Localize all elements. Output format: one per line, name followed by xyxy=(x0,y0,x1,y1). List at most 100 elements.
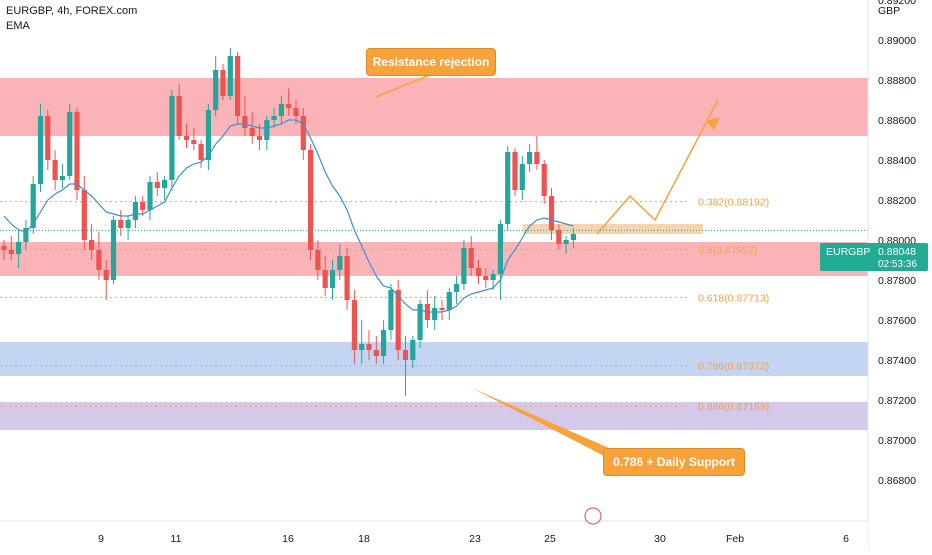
candle-body xyxy=(81,190,87,240)
price-tag-symbol: EURGBP xyxy=(826,246,871,258)
candle xyxy=(344,248,350,310)
candle-body xyxy=(176,96,182,136)
candle xyxy=(169,90,175,190)
symbol-title: EURGBP, 4h, FOREX.com xyxy=(6,5,138,17)
candle-body xyxy=(23,228,29,242)
candle-body xyxy=(541,164,547,196)
candle xyxy=(96,232,102,280)
x-tick-label: Feb xyxy=(726,533,744,545)
candle xyxy=(329,260,336,300)
candle xyxy=(8,236,14,260)
candle xyxy=(205,104,211,170)
zone-support xyxy=(0,402,868,430)
candle-body xyxy=(300,116,306,150)
candle-body xyxy=(512,152,518,190)
candle xyxy=(322,256,328,296)
candle xyxy=(242,96,248,136)
candle-body xyxy=(278,104,284,116)
candle xyxy=(519,156,525,200)
y-tick-label: 0.87600 xyxy=(878,315,916,327)
price-tag-countdown: 02:53:36 xyxy=(878,259,917,270)
candle xyxy=(505,146,511,230)
candle xyxy=(103,260,109,300)
candle xyxy=(534,136,540,170)
candle xyxy=(410,336,416,368)
y-tick-label: 0.89200 xyxy=(878,0,916,7)
candle-body xyxy=(308,150,314,250)
candle-body xyxy=(132,202,138,220)
resistance-pointer xyxy=(375,74,431,98)
candle xyxy=(140,196,146,216)
x-tick-label: 25 xyxy=(544,533,556,545)
candle-body xyxy=(264,120,270,140)
candle xyxy=(512,148,518,196)
candle xyxy=(439,300,445,320)
x-tick-label: 18 xyxy=(358,533,370,545)
candle xyxy=(468,236,474,276)
candle xyxy=(213,56,219,116)
candle-body xyxy=(74,112,80,190)
candle-body xyxy=(242,116,248,128)
fib-label: 0.5(0.87952) xyxy=(698,245,758,257)
candle xyxy=(527,144,533,172)
candle xyxy=(249,112,255,144)
zone-resistance xyxy=(0,78,868,136)
support-pointer xyxy=(472,388,618,460)
candle-body xyxy=(381,330,387,356)
support-callout[interactable]: 0.786 + Daily Support xyxy=(603,448,745,476)
y-tick-label: 0.87000 xyxy=(878,435,916,447)
candle-body xyxy=(16,242,22,254)
candle xyxy=(417,300,423,348)
candle xyxy=(147,176,153,220)
x-tick-label: 16 xyxy=(282,533,294,545)
candle xyxy=(497,220,503,300)
candle-body xyxy=(351,300,357,350)
candle-body xyxy=(446,292,452,310)
candle xyxy=(337,244,343,280)
candle xyxy=(454,276,460,304)
candle xyxy=(381,320,387,364)
candle xyxy=(118,210,124,236)
candle-body xyxy=(37,116,44,184)
candle-body xyxy=(286,104,292,108)
candle-body xyxy=(439,308,445,310)
projection-arrowhead xyxy=(706,117,720,130)
candle xyxy=(110,216,117,284)
candle-body xyxy=(410,340,416,360)
candle-body xyxy=(563,240,569,244)
candle-body xyxy=(483,276,489,280)
candle xyxy=(271,108,277,128)
y-tick-label: 0.88600 xyxy=(878,115,916,127)
candle-body xyxy=(45,116,51,160)
candle xyxy=(366,330,372,360)
candle xyxy=(548,188,555,240)
candle-body xyxy=(59,176,65,180)
candle-body xyxy=(527,152,533,164)
candle-body xyxy=(8,250,14,254)
x-tick-label: 23 xyxy=(469,533,481,545)
candle xyxy=(89,224,95,260)
candle xyxy=(541,160,547,204)
candle-body xyxy=(454,284,460,292)
fib-label: 0.382(0.88192) xyxy=(698,197,769,209)
candle-body xyxy=(293,108,299,116)
y-tick-label: 0.88400 xyxy=(878,155,916,167)
resistance-callout[interactable]: Resistance rejection xyxy=(366,48,496,76)
candle-body xyxy=(315,250,321,270)
candle-body xyxy=(505,152,511,224)
candle xyxy=(359,320,365,364)
time-axis-bg xyxy=(0,520,868,550)
x-tick-label: 30 xyxy=(654,533,666,545)
candle xyxy=(45,110,51,170)
candle-body xyxy=(344,256,350,300)
candle-body xyxy=(198,144,204,160)
candle xyxy=(424,290,430,328)
candle xyxy=(1,240,7,260)
candle-body xyxy=(402,350,409,360)
y-tick-label: 0.86800 xyxy=(878,475,916,487)
candle-body xyxy=(140,202,146,210)
candle xyxy=(351,290,357,364)
candle-body xyxy=(359,344,365,350)
